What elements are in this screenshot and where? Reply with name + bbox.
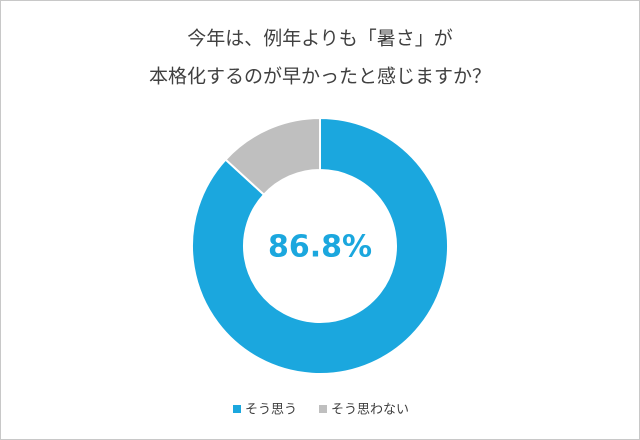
donut-segment [191,116,449,375]
chart-title: 本格化するのが早かったと感じますか？ [149,66,491,88]
chart-title: 今年は、例年よりも「暑さ」が [187,28,453,50]
legend-swatch [319,405,327,413]
legend-label: そう思わない [331,403,409,418]
donut-segment [224,116,321,197]
legend-swatch [233,405,241,413]
center-label: 86.8% [268,230,372,265]
legend-label: そう思う [245,403,297,418]
